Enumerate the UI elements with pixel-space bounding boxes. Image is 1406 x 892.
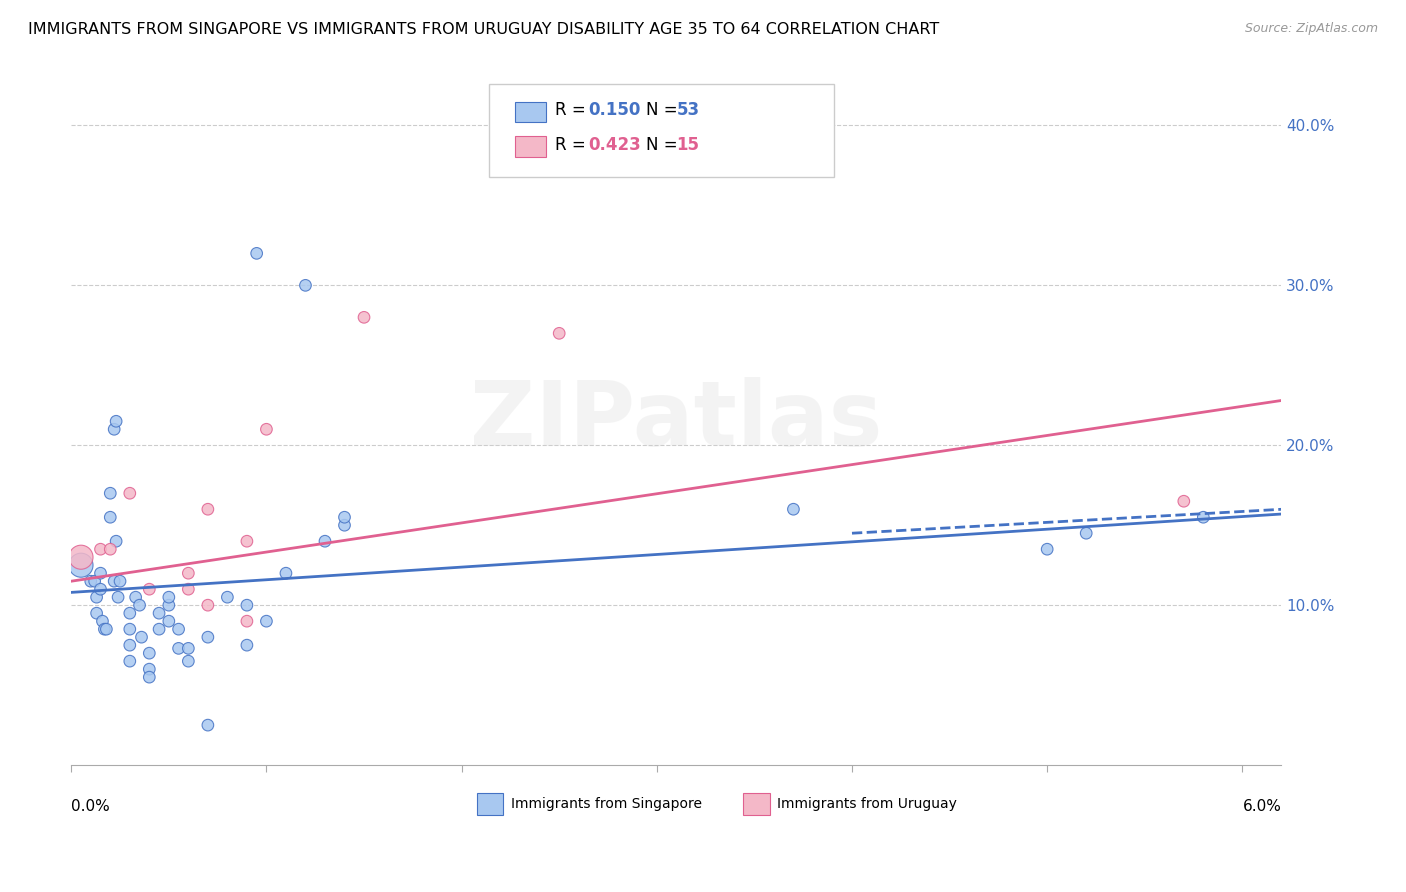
Text: 15: 15 — [676, 136, 699, 153]
Text: ZIPatlas: ZIPatlas — [470, 377, 883, 466]
Point — [103, 422, 125, 436]
Point — [70, 558, 93, 573]
Point — [89, 542, 111, 557]
Text: N =: N = — [647, 136, 683, 153]
Point — [105, 534, 128, 549]
Point — [246, 246, 269, 260]
Point — [138, 670, 160, 684]
Point — [236, 614, 259, 628]
Point — [93, 622, 115, 636]
Point — [83, 574, 105, 589]
Point — [1192, 510, 1215, 524]
FancyBboxPatch shape — [516, 102, 546, 122]
Point — [80, 574, 103, 589]
Point — [294, 278, 316, 293]
Point — [124, 590, 146, 604]
FancyBboxPatch shape — [489, 85, 834, 178]
Point — [353, 310, 375, 325]
Point — [105, 414, 128, 428]
Point — [236, 534, 259, 549]
Point — [333, 510, 356, 524]
Point — [98, 542, 121, 557]
Point — [1173, 494, 1195, 508]
Point — [107, 590, 129, 604]
Text: Source: ZipAtlas.com: Source: ZipAtlas.com — [1244, 22, 1378, 36]
Point — [86, 606, 108, 620]
Point — [118, 638, 141, 652]
Point — [333, 518, 356, 533]
Point — [118, 622, 141, 636]
Point — [177, 566, 200, 581]
Point — [167, 622, 190, 636]
FancyBboxPatch shape — [477, 793, 503, 814]
Point — [197, 718, 219, 732]
Text: 0.0%: 0.0% — [72, 799, 110, 814]
Point — [70, 550, 93, 565]
Point — [1076, 526, 1098, 541]
Point — [274, 566, 297, 581]
Point — [197, 598, 219, 612]
Point — [89, 582, 111, 597]
Text: Immigrants from Uruguay: Immigrants from Uruguay — [776, 797, 956, 812]
Point — [1036, 542, 1059, 557]
Point — [254, 422, 277, 436]
Text: 6.0%: 6.0% — [1243, 799, 1281, 814]
Point — [128, 598, 150, 612]
Point — [138, 582, 160, 597]
Text: 53: 53 — [676, 102, 699, 120]
Point — [157, 590, 180, 604]
Text: 0.150: 0.150 — [588, 102, 640, 120]
Point — [118, 486, 141, 500]
Point — [138, 646, 160, 660]
Point — [138, 662, 160, 676]
Point — [236, 638, 259, 652]
Point — [103, 574, 125, 589]
Point — [98, 486, 121, 500]
Point — [548, 326, 571, 341]
Text: IMMIGRANTS FROM SINGAPORE VS IMMIGRANTS FROM URUGUAY DISABILITY AGE 35 TO 64 COR: IMMIGRANTS FROM SINGAPORE VS IMMIGRANTS … — [28, 22, 939, 37]
Point — [177, 641, 200, 656]
Point — [86, 590, 108, 604]
Point — [217, 590, 239, 604]
Point — [157, 614, 180, 628]
Point — [177, 582, 200, 597]
Point — [157, 598, 180, 612]
Point — [89, 566, 111, 581]
Text: N =: N = — [647, 102, 683, 120]
Point — [254, 614, 277, 628]
Point — [197, 502, 219, 516]
Text: 0.423: 0.423 — [588, 136, 641, 153]
Point — [91, 614, 114, 628]
Point — [177, 654, 200, 668]
Point — [167, 641, 190, 656]
Point — [118, 606, 141, 620]
Point — [314, 534, 336, 549]
Point — [148, 606, 170, 620]
Point — [236, 598, 259, 612]
Point — [108, 574, 131, 589]
FancyBboxPatch shape — [742, 793, 769, 814]
Text: R =: R = — [555, 102, 592, 120]
FancyBboxPatch shape — [516, 136, 546, 156]
Point — [782, 502, 804, 516]
Text: R =: R = — [555, 136, 592, 153]
Text: Immigrants from Singapore: Immigrants from Singapore — [510, 797, 702, 812]
Point — [197, 630, 219, 644]
Point — [96, 622, 118, 636]
Point — [148, 622, 170, 636]
Point — [131, 630, 153, 644]
Point — [98, 510, 121, 524]
Point — [118, 654, 141, 668]
